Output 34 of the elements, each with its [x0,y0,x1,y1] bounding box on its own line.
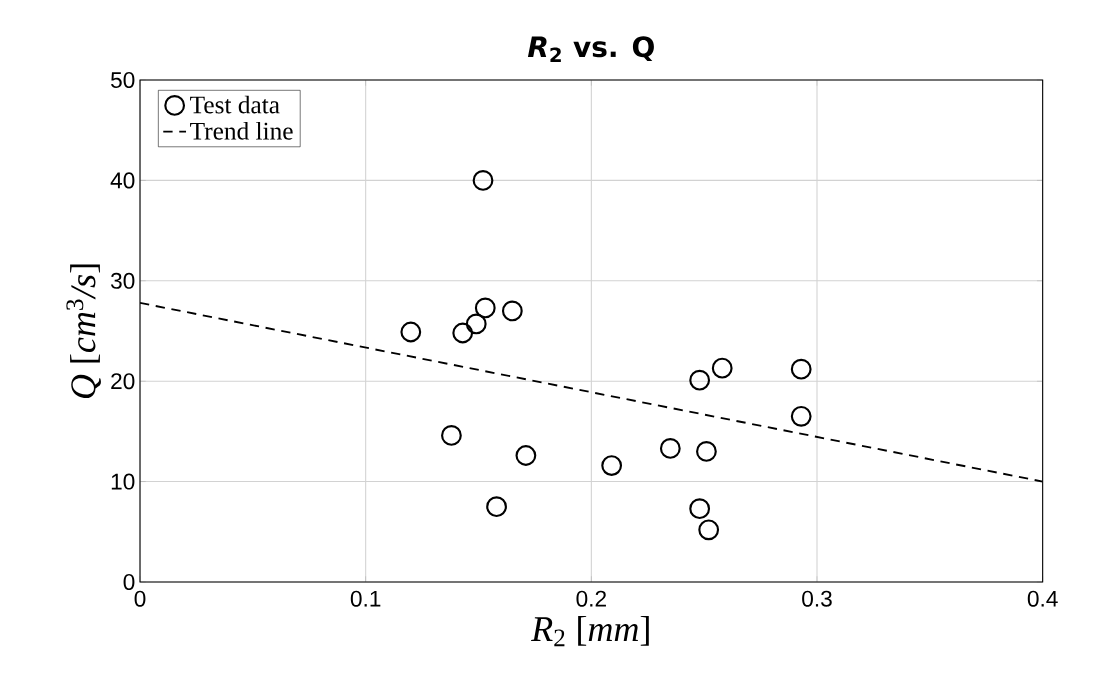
point [790,358,812,380]
point [689,498,711,520]
point [472,169,494,191]
point [696,441,717,462]
x-axis-title: R$_{2}$ [mm] [531,615,649,647]
point [790,405,812,427]
x-tick-label: 0.2 [576,590,606,607]
x-tick-label: 0.4 [1027,590,1058,607]
point [474,297,496,319]
point [515,445,537,466]
point [465,313,487,335]
y-axis-title: Q [cm$^{3}$/s] [66,264,101,399]
point [441,425,462,446]
point [659,438,681,459]
y-tick-label: 30 [110,272,135,289]
y-tick-label: 10 [111,473,135,490]
legend-label: Test data [190,95,280,114]
point [711,357,733,379]
point [698,519,720,541]
y-tick-label: 0 [123,573,135,591]
point [689,369,711,391]
y-tick-label: 50 [110,71,135,89]
x-tick-label: 0.3 [802,590,832,607]
point [601,455,623,476]
point [452,322,474,344]
y-tick-label: 20 [111,373,135,390]
x-tick-label: 0 [134,590,146,607]
legend-label: Trend line [190,121,293,140]
chart-title: R$_{2}$ vs. Q [527,36,654,62]
x-tick-label: 0.1 [350,590,381,607]
point [486,496,507,518]
point [501,300,523,322]
y-tick-label: 40 [110,172,135,189]
point [400,321,422,343]
